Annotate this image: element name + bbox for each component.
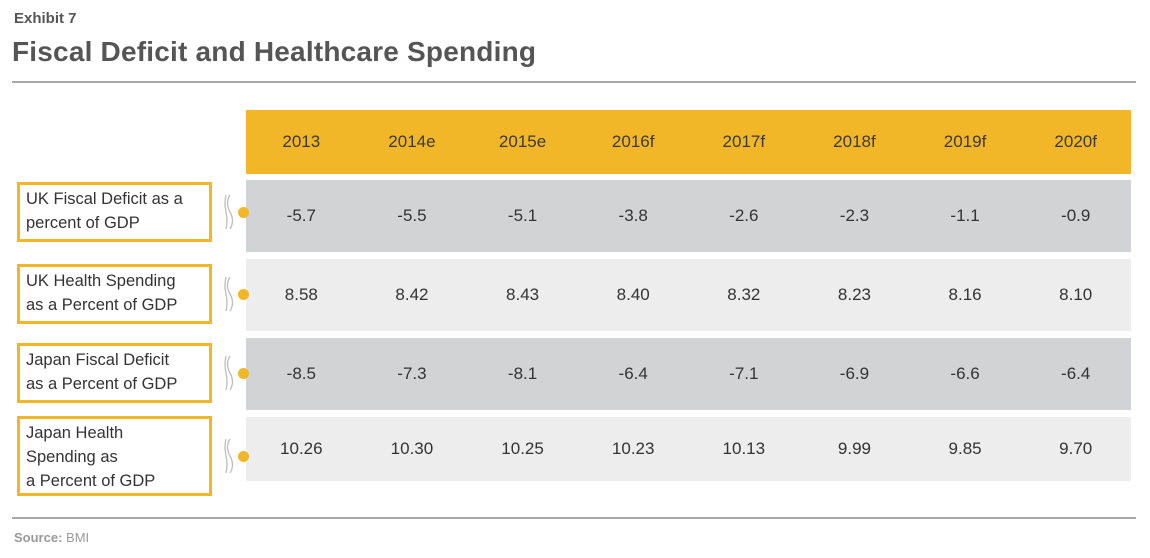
source-value: BMI (66, 530, 90, 545)
row-label-line: Japan Fiscal Deficit (26, 351, 170, 369)
table-cell: -2.3 (839, 206, 870, 225)
table-cell: 8.58 (284, 285, 318, 304)
row-label: Japan Fiscal Deficit as a Percent of GDP (17, 343, 212, 403)
table-cell: 8.10 (1059, 285, 1093, 304)
table-cell: 8.42 (395, 285, 429, 304)
table-row: -8.5 -7.3 -8.1 -6.4 -7.1 -6.9 -6.6 -6.4 (246, 338, 1131, 410)
table-row: 8.58 8.42 8.43 8.40 8.32 8.23 8.16 8.10 (246, 259, 1131, 331)
connector-dot-icon (238, 368, 249, 379)
row-label: UK Fiscal Deficit as a percent of GDP (17, 182, 212, 242)
table-cell: 10.23 (611, 439, 655, 458)
column-header: 2013 (282, 132, 321, 151)
table-cell: 9.85 (948, 439, 982, 458)
table-cell: 8.40 (616, 285, 650, 304)
table-cell: 10.25 (501, 439, 544, 458)
table-cell: 9.70 (1059, 439, 1093, 458)
table-cell: 8.16 (948, 285, 982, 304)
bottom-divider (12, 517, 1136, 519)
table-cell: -3.8 (618, 206, 648, 225)
column-header: 2020f (1054, 132, 1097, 151)
connector-squiggle-icon (224, 194, 234, 230)
top-divider (12, 81, 1136, 83)
row-label-line: as a Percent of GDP (26, 375, 178, 393)
row-label: UK Health Spending as a Percent of GDP (17, 264, 212, 324)
table-cell: 8.32 (727, 285, 761, 304)
row-label-line: Japan Health (26, 424, 124, 442)
table-cell: 8.43 (506, 285, 540, 304)
column-header: 2018f (833, 132, 876, 151)
column-header: 2015e (498, 132, 547, 151)
connector-dot-icon (238, 451, 249, 462)
table-cell: -0.9 (1061, 206, 1091, 225)
row-label-line: a Percent of GDP (26, 472, 156, 490)
connector-dot-icon (238, 207, 249, 218)
column-header: 2017f (722, 132, 766, 151)
table-cell: -1.1 (950, 206, 980, 225)
row-label-line: Spending as (26, 448, 118, 466)
connector-squiggle-icon (224, 276, 234, 312)
table-cell: -6.6 (950, 364, 980, 383)
table-cell: -2.6 (729, 206, 759, 225)
table-cell: 10.30 (390, 439, 434, 458)
table-header: 2013 2014e 2015e 2016f 2017f 2018f 2019f 2020f (246, 110, 1131, 174)
exhibit-label: Exhibit 7 (14, 10, 77, 27)
table-cell: -7.3 (397, 364, 427, 383)
connector-squiggle-icon (224, 438, 234, 474)
row-label-line: UK Fiscal Deficit as a (26, 190, 183, 208)
table-cell: -6.9 (839, 364, 870, 383)
row-label-line: as a Percent of GDP (26, 296, 178, 314)
source-label: Source: (14, 530, 63, 545)
table-cell: -8.5 (286, 364, 316, 383)
connector-squiggle-icon (224, 355, 234, 391)
column-header: 2016f (611, 132, 655, 151)
table-row: 10.26 10.30 10.25 10.23 10.13 9.99 9.85 9.70 (246, 417, 1131, 481)
table-cell: -6.4 (1061, 364, 1091, 383)
table-cell: -5.5 (397, 206, 427, 225)
table-cell: -5.1 (507, 206, 538, 225)
table-cell: 9.99 (837, 439, 871, 458)
table-cell: -8.1 (507, 364, 538, 383)
row-label: Japan Health Spending as a Percent of GDP (17, 416, 212, 496)
column-header: 2014e (388, 132, 436, 151)
table-cell: -5.7 (286, 206, 316, 225)
table-cell: -7.1 (729, 364, 759, 383)
source-note: Source: BMI (14, 530, 89, 545)
table-cell: 8.23 (837, 285, 871, 304)
column-header: 2019f (943, 132, 987, 151)
connector-dot-icon (238, 289, 249, 300)
table-cell: 10.13 (722, 439, 766, 458)
page-title: Fiscal Deficit and Healthcare Spending (12, 36, 537, 67)
table-cell: 10.26 (280, 439, 323, 458)
table-cell: -6.4 (618, 364, 648, 383)
row-label-line: UK Health Spending (26, 272, 176, 290)
table-row: -5.7 -5.5 -5.1 -3.8 -2.6 -2.3 -1.1 -0.9 (246, 180, 1131, 252)
row-label-line: percent of GDP (26, 214, 140, 232)
